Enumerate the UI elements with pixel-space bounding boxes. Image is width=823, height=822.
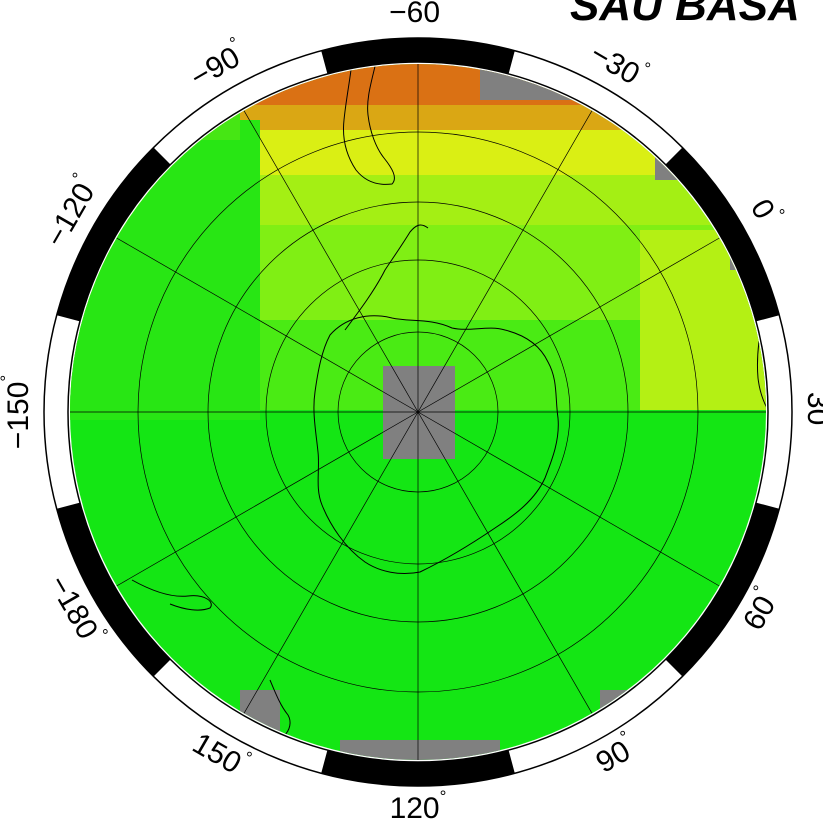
lon-label-minus60: −60° bbox=[389, 0, 447, 29]
frame-segment-4 bbox=[665, 502, 780, 677]
frame-segments bbox=[56, 38, 780, 786]
meridian-line-5 bbox=[242, 411, 419, 716]
frame-segment-8 bbox=[56, 502, 171, 677]
new-zealand-coastline bbox=[269, 679, 291, 737]
meridian-line-8 bbox=[114, 236, 419, 413]
antarctica-coastline bbox=[313, 315, 559, 575]
meridian-line-6 bbox=[114, 411, 419, 588]
lon-label-120: 120° bbox=[390, 787, 447, 822]
lon-label-0: 0° bbox=[744, 192, 788, 231]
frame-segment-2 bbox=[665, 147, 780, 322]
meridian-line-11 bbox=[417, 108, 594, 413]
map-title: SAU BASA bbox=[570, 0, 800, 30]
lon-label-30: 30° bbox=[801, 392, 823, 432]
map-frame bbox=[43, 37, 793, 787]
meridian-line-0 bbox=[417, 236, 722, 413]
south-america-coastline bbox=[343, 64, 395, 185]
meridian-line-9 bbox=[242, 108, 419, 413]
graticule bbox=[70, 64, 766, 760]
data-band-1 bbox=[70, 105, 766, 130]
meridian-line-3 bbox=[417, 411, 594, 716]
missing-data-cell-4 bbox=[340, 740, 500, 760]
frame-segment-6 bbox=[321, 750, 515, 786]
australia-coastline bbox=[131, 579, 212, 611]
frame-segment-0 bbox=[321, 38, 515, 74]
missing-data-cell-0 bbox=[70, 700, 100, 760]
lon-label-minus150: −150° bbox=[0, 375, 35, 449]
meridian-line-2 bbox=[417, 411, 722, 588]
frame-segment-10 bbox=[56, 147, 171, 322]
data-band-0 bbox=[70, 64, 766, 105]
coastlines bbox=[131, 64, 766, 737]
antarctic-peninsula-coastline bbox=[344, 224, 429, 331]
